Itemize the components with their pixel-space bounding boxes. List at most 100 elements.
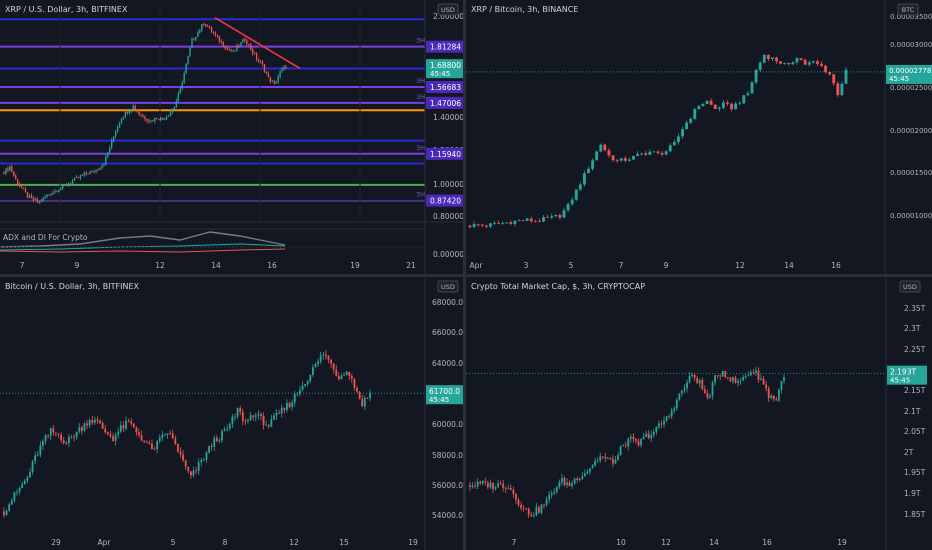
candle-body [70, 436, 73, 438]
candle-body [134, 105, 136, 110]
candle-body [275, 81, 277, 84]
candle-body [226, 48, 228, 50]
level-price-label: 0.87420 [430, 197, 461, 206]
candle-body [527, 508, 530, 515]
candle-body [476, 481, 479, 487]
candle-body [65, 184, 68, 186]
candle-body [164, 434, 166, 436]
candle-body [80, 427, 83, 431]
candle-body [195, 470, 197, 472]
candle-body [67, 436, 70, 444]
xrp-usd-chart-svg[interactable]: 2.000001.400001.200001.000000.800000.000… [0, 0, 463, 274]
candle-body [540, 504, 543, 513]
currency-badge-bg[interactable] [437, 3, 459, 16]
candle-body [156, 440, 159, 450]
candle-body [301, 385, 304, 390]
y-tick-label: 68000.0 [432, 298, 463, 307]
candle-body [208, 446, 210, 453]
candle-body [611, 155, 615, 161]
candle-body [201, 24, 203, 31]
timeframe-tag: 3H [416, 93, 425, 101]
candle-body [91, 420, 94, 423]
candle-body [5, 168, 7, 174]
currency-badge-bg[interactable] [897, 3, 919, 16]
chart-panel-btc-usd[interactable]: 68000.066000.064000.062000.060000.058000… [0, 277, 463, 550]
candle-body [30, 195, 33, 198]
currency-badge: USD [441, 283, 455, 291]
candle-body [578, 184, 582, 190]
candle-body [221, 431, 223, 441]
candle-body [40, 201, 42, 203]
y-tick-label: 58000.0 [432, 451, 463, 460]
candle-body [573, 478, 576, 484]
candle-body [299, 389, 301, 394]
y-tick-label: 1.00000 [433, 180, 463, 189]
xrp-btc-chart-svg[interactable]: 0.00003500 0.00003000 0.00002500 0.00002000… [466, 0, 932, 274]
candle-body [836, 83, 840, 96]
currency-badge-bg[interactable] [899, 280, 921, 293]
candle-body [15, 175, 17, 180]
current-price-label: 2.193T [890, 368, 916, 377]
x-tick-label: 12 [155, 261, 165, 270]
candle-body [581, 476, 584, 479]
y-tick-label: 0.00002500 [890, 84, 932, 92]
y-tick-label: 2.15T [904, 386, 926, 395]
chart-panel-xrp-usd[interactable]: 2.000001.400001.200001.000000.800000.000… [0, 0, 463, 274]
candle-body [783, 377, 785, 381]
candle-body [120, 118, 123, 124]
candle-body [568, 482, 571, 487]
candle-body [81, 175, 84, 176]
y-tick-label: 2T [904, 448, 914, 457]
btc-usd-chart-svg[interactable]: 68000.066000.064000.062000.060000.058000… [0, 277, 463, 550]
candle-body [125, 420, 127, 429]
chart-panel-xrp-btc[interactable]: 0.00003500 0.00003000 0.00002500 0.00002000… [466, 0, 932, 274]
candle-body [238, 45, 240, 47]
candle-body [701, 103, 705, 107]
candle-body [21, 484, 24, 488]
candle-body [522, 508, 525, 509]
trendline[interactable] [214, 16, 301, 70]
horizontal-divider[interactable] [0, 274, 932, 277]
candle-body [49, 428, 52, 436]
chart-title: Bitcoin / U.S. Dollar, 3h, BITFINEX [5, 282, 140, 291]
candle-body [820, 63, 823, 66]
candle-body [151, 443, 153, 450]
candle-body [358, 391, 361, 399]
candle-body [615, 160, 619, 161]
candle-body [265, 71, 268, 74]
candle-body [47, 435, 50, 437]
candle-body [277, 76, 279, 82]
candle-body [222, 41, 225, 47]
candle-body [772, 395, 775, 399]
candle-body [787, 62, 791, 65]
x-tick-label: 15 [339, 538, 349, 547]
total-market-cap-chart-svg[interactable]: 2.4T2.35T2.3T2.25T2.2T2.15T2.1T2.05T2T1.… [466, 277, 932, 550]
y-tick-label: 2.05T [904, 427, 926, 436]
candle-body [223, 429, 226, 432]
candle-body [502, 483, 505, 488]
candle-body [296, 393, 299, 395]
candle-body [749, 372, 752, 376]
candle-body [16, 491, 18, 493]
candle-body [678, 393, 681, 400]
x-tick-label: 7 [512, 538, 517, 547]
candle-body [637, 440, 640, 446]
candle-body [680, 390, 683, 394]
candle-body [56, 190, 58, 192]
candle-body [775, 57, 778, 62]
candle-body [75, 177, 78, 178]
x-tick-label: 3 [524, 261, 529, 270]
candle-body [734, 377, 737, 383]
x-tick-label: 9 [75, 261, 80, 270]
candle-body [148, 120, 150, 122]
candle-body [224, 46, 226, 49]
currency-badge-bg[interactable] [437, 280, 459, 293]
candle-body [627, 438, 630, 447]
candle-body [202, 459, 205, 461]
chart-panel-total-market-cap[interactable]: 2.4T2.35T2.3T2.25T2.2T2.15T2.1T2.05T2T1.… [466, 277, 932, 550]
x-tick-label: 5 [171, 538, 176, 547]
candle-body [517, 220, 521, 222]
y-tick-label: 0.00003500 [890, 13, 932, 21]
candle-body [691, 374, 693, 376]
candle-body [44, 196, 46, 198]
